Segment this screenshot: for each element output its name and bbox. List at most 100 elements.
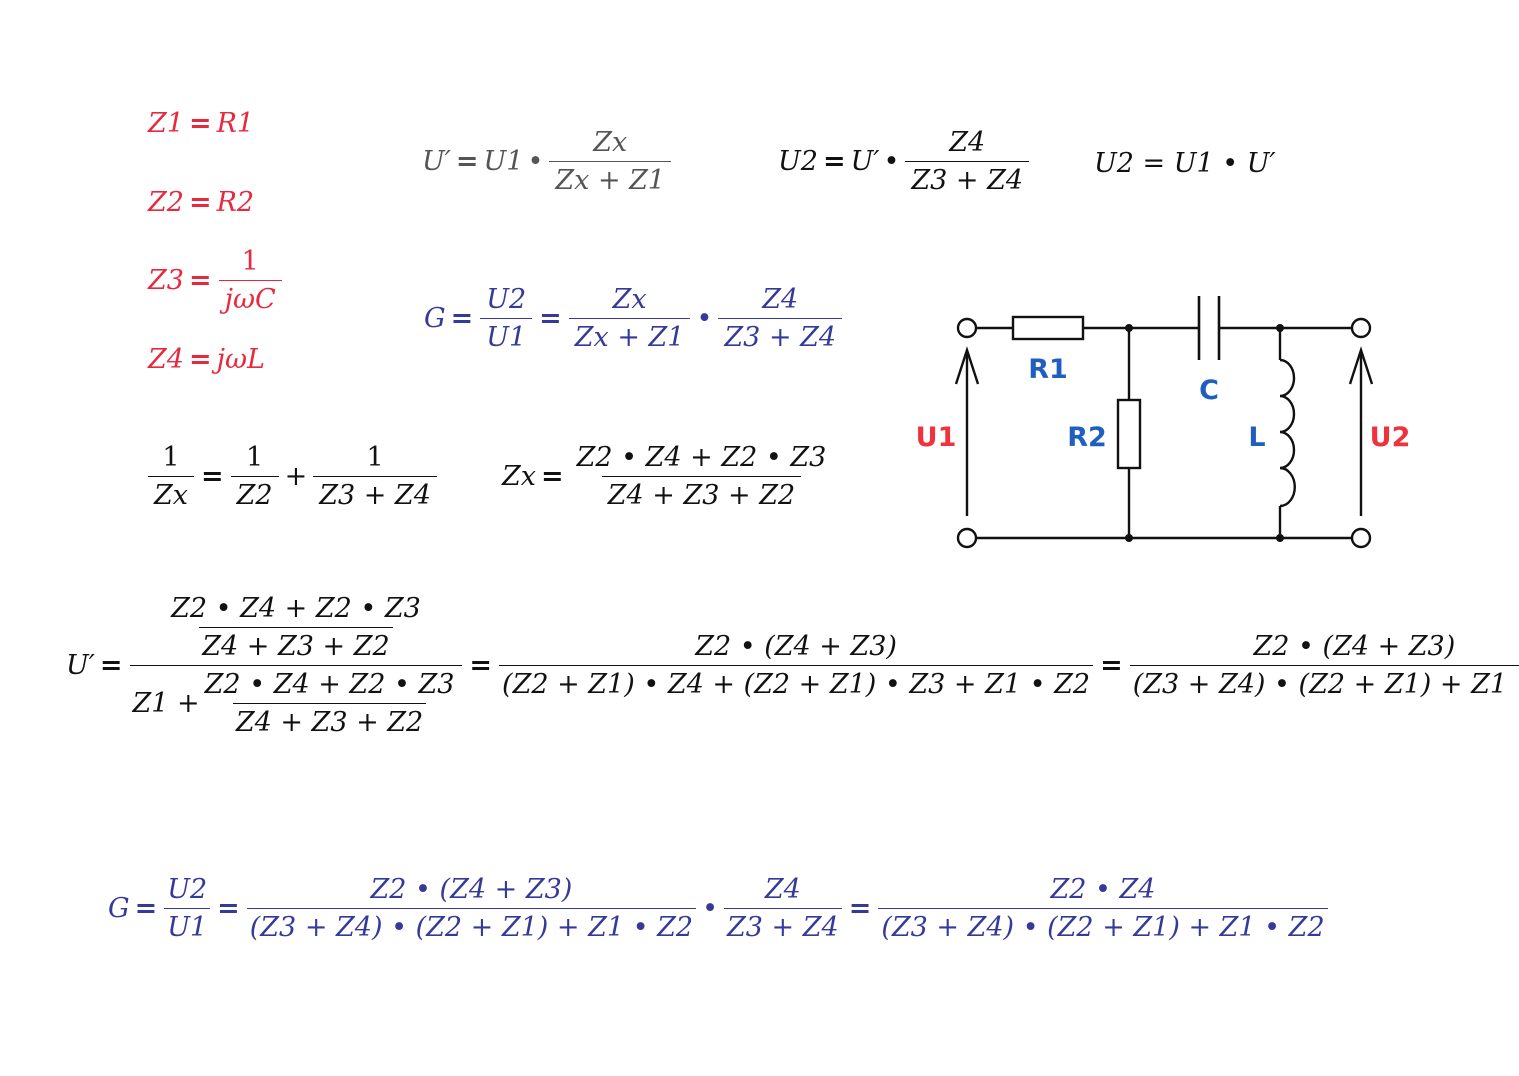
equals-sign: = (539, 303, 562, 334)
fraction-denominator: Z4 + Z3 + Z2 (232, 703, 427, 736)
fraction-numerator: 1 (246, 442, 264, 473)
junction-dots (1125, 324, 1284, 542)
def-z3: Z3 = 1 jωC (148, 248, 284, 313)
expansion-step2-fraction: Z2 • (Z4 + Z3) (Z2 + Z1) • Z4 + (Z2 + Z1… (499, 631, 1094, 698)
equals-sign: = (201, 461, 224, 492)
label-l: L (1248, 422, 1265, 453)
r2-symbol: R2 (216, 187, 255, 218)
fraction-numerator: Z2 • (Z4 + Z3) (695, 631, 897, 662)
fraction-denominator: Z4 + Z3 + Z2 (601, 476, 802, 509)
fraction-numerator: Z4 (762, 284, 799, 315)
eq-uprime: U′ = U1 • Zx Zx + Z1 (422, 129, 673, 194)
eq-transfer-final: G = U2 U1 = Z2 • (Z4 + Z3) (Z3 + Z4) • (… (108, 876, 1330, 941)
def-z2: Z2 = R2 (148, 189, 254, 216)
eq-u2-from-uprime: U2 = U′ • Z4 Z3 + Z4 (778, 129, 1031, 194)
equals-sign: = (188, 187, 212, 218)
equals-sign: = (469, 650, 493, 681)
def-z1: Z1 = R1 (148, 110, 254, 137)
fraction-denominator: Zx + Z1 (549, 161, 672, 194)
fraction-numerator: Z4 (764, 874, 801, 905)
z3-denominator: jωC (218, 280, 282, 313)
zx-fraction: Z2 • Z4 + Z2 • Z3 Z4 + Z3 + Z2 (202, 671, 458, 736)
fraction-denominator: Z2 (230, 476, 279, 509)
fraction-denominator: Z3 + Z4 (313, 476, 437, 509)
r1-symbol: R1 (216, 108, 255, 139)
equals-sign: = (822, 146, 846, 177)
fraction-numerator: Z2 • Z4 + Z2 • Z3 (171, 593, 421, 624)
fraction-denominator: Z3 + Z4 (724, 908, 842, 941)
resistor-r2-icon (1116, 398, 1142, 470)
jwl-symbol: jωL (216, 344, 265, 375)
expansion-step3-fraction: Z2 • (Z4 + Z3) (Z3 + Z4) • (Z2 + Z1) + Z… (1129, 633, 1519, 698)
fraction-denominator: (Z3 + Z4) • (Z2 + Z1) + Z1 • Z2 (1129, 665, 1519, 698)
z1-plus: Z1 + (132, 688, 200, 719)
one-over-z3z4-fraction: 1 Z3 + Z4 (313, 444, 437, 509)
zx-ratio-fraction: Zx Zx + Z1 (549, 127, 672, 194)
fraction-numerator: Z2 • Z4 + Z2 • Z3 (576, 442, 827, 473)
equals-sign: = (848, 893, 872, 924)
equals-sign: = (188, 265, 212, 296)
plus-sign: + (284, 461, 308, 492)
zx-symbol: Zx (502, 461, 536, 492)
resistor-r1-icon (1011, 315, 1085, 341)
eq-parallel-reciprocal: 1 Zx = 1 Z2 + 1 Z3 + Z4 (146, 444, 439, 509)
equals-sign: = (1100, 650, 1123, 681)
equals-sign: = (450, 303, 474, 334)
fraction-denominator: (Z3 + Z4) • (Z2 + Z1) + Z1 • Z2 (878, 908, 1328, 941)
u2-over-u1-fraction: U2 U1 (164, 874, 211, 941)
fraction-numerator: 1 (366, 442, 384, 473)
fraction-numerator: Z2 • Z4 (1050, 874, 1156, 905)
fraction-numerator: Zx (612, 284, 647, 315)
multiply-dot: • (702, 893, 719, 924)
fraction-numerator: Z2 • (Z4 + Z3) (370, 874, 573, 905)
fraction-denominator: Zx (148, 476, 194, 509)
zx-fraction: Z2 • Z4 + Z2 • Z3 Z4 + Z3 + Z2 (168, 595, 424, 660)
terminal-in-bottom-icon (956, 527, 978, 549)
compound-numerator: Z2 • Z4 + Z2 • Z3 Z4 + Z3 + Z2 (163, 595, 429, 665)
g-symbol: G (108, 893, 130, 924)
z4-symbol: Z4 (148, 344, 184, 375)
multiply-dot: • (883, 146, 900, 177)
uprime-symbol: U′ (850, 146, 880, 177)
fraction-denominator: U1 (480, 318, 533, 351)
g-symbol: G (424, 303, 446, 334)
circuit-wires (977, 326, 1351, 540)
equals-sign: = (99, 650, 123, 681)
z3-numerator: 1 (241, 246, 259, 277)
def-z4: Z4 = jωL (148, 346, 265, 373)
divider-fraction: Z4 Z3 + Z4 (718, 284, 843, 351)
fraction-numerator: U2 (167, 874, 208, 905)
fraction-denominator: (Z2 + Z1) • Z4 + (Z2 + Z1) • Z3 + Z1 • Z… (499, 665, 1094, 698)
z3-fraction: 1 jωC (218, 246, 282, 313)
fraction-denominator: Z3 + Z4 (718, 318, 843, 351)
equals-sign: = (134, 893, 158, 924)
terminal-in-top-icon (956, 317, 978, 339)
fraction-denominator: Zx + Z1 (568, 318, 691, 351)
divider-fraction: Z4 Z3 + Z4 (724, 876, 842, 941)
multiply-dot: • (527, 146, 544, 177)
zx-ratio-fraction: Zx Zx + Z1 (568, 284, 691, 351)
fraction-denominator: (Z3 + Z4) • (Z2 + Z1) + Z1 • Z2 (246, 908, 697, 941)
equals-sign: = (541, 461, 564, 492)
terminal-out-bottom-icon (1350, 527, 1372, 549)
uprime-lhs: U′ (422, 146, 451, 177)
fraction-numerator: Zx (593, 127, 628, 158)
terminals (956, 317, 1372, 549)
u2-over-u1-fraction: U2 U1 (480, 286, 533, 351)
equals-sign: = (217, 893, 240, 924)
final-result-fraction: Z2 • Z4 (Z3 + Z4) • (Z2 + Z1) + Z1 • Z2 (878, 874, 1328, 941)
z2-symbol: Z2 (148, 187, 184, 218)
uprime-lhs: U′ (66, 650, 95, 681)
u1-symbol: U1 (483, 146, 524, 177)
compound-denominator: Z1 + Z2 • Z4 + Z2 • Z3 Z4 + Z3 + Z2 (129, 665, 463, 736)
label-u1: U1 (916, 422, 957, 453)
eq-u2-product: U2 = U1 • U′ (1094, 150, 1276, 177)
equals-sign: = (455, 146, 479, 177)
one-over-z2-fraction: 1 Z2 (230, 442, 279, 509)
eq-uprime-expansion: U′ = Z2 • Z4 + Z2 • Z3 Z4 + Z3 + Z2 Z1 +… (66, 595, 1519, 736)
fraction-numerator: 1 (162, 442, 180, 473)
final-first-fraction: Z2 • (Z4 + Z3) (Z3 + Z4) • (Z2 + Z1) + Z… (246, 874, 697, 941)
compound-fraction: Z2 • Z4 + Z2 • Z3 Z4 + Z3 + Z2 Z1 + Z2 •… (129, 595, 463, 736)
eq-transfer-first: G = U2 U1 = Zx Zx + Z1 • Z4 Z3 + Z4 (424, 286, 844, 351)
u2-product-text: U2 = U1 • U′ (1094, 148, 1276, 179)
